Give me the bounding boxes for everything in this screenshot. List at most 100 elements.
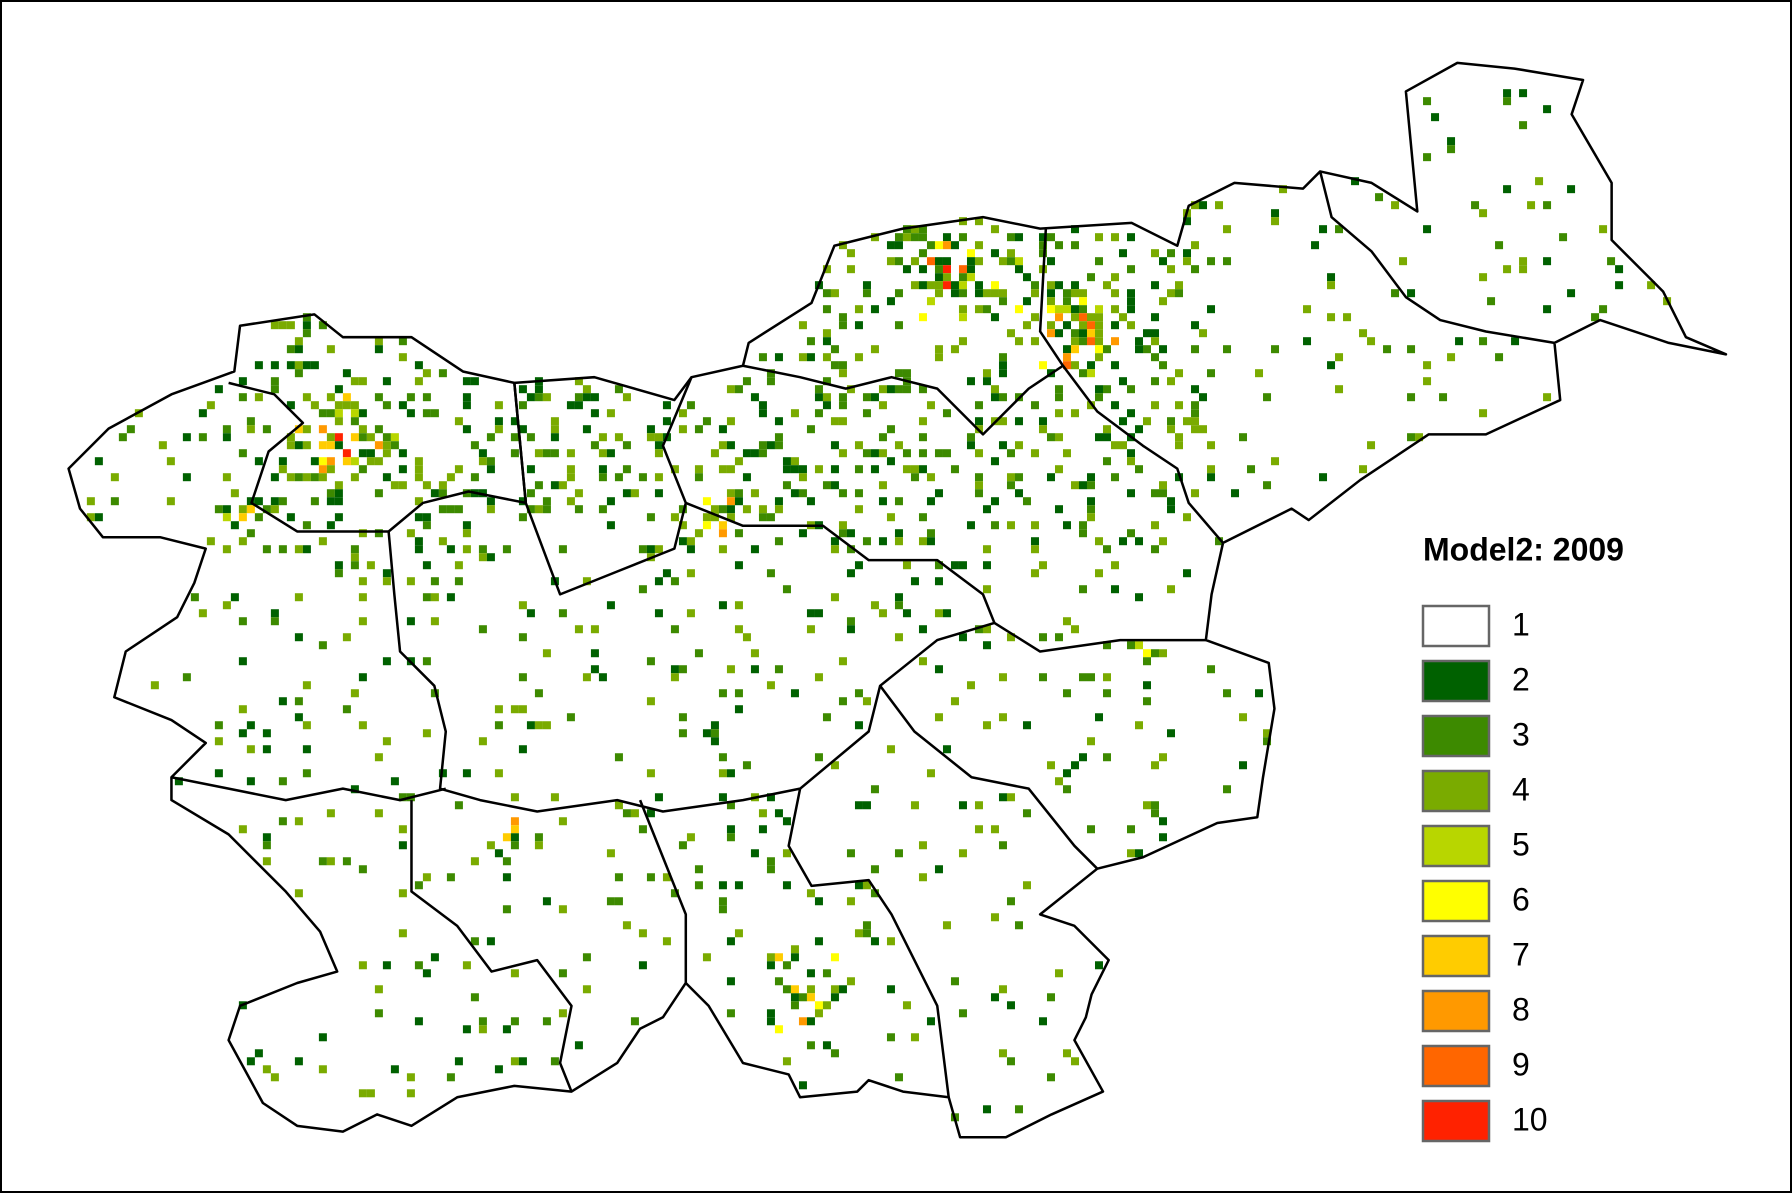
map-cell [518, 513, 527, 522]
map-cell [1359, 329, 1368, 338]
map-cell [454, 1057, 463, 1066]
map-cell [886, 513, 895, 522]
map-cell [1006, 233, 1015, 242]
map-cell [742, 449, 751, 458]
map-cell [750, 393, 759, 402]
region-border [513, 376, 693, 596]
map-cell [934, 353, 943, 362]
map-cell [926, 769, 935, 778]
map-cell [1070, 1057, 1079, 1066]
map-cell [414, 457, 423, 466]
map-cell [942, 609, 951, 618]
map-cell [886, 457, 895, 466]
map-cell [854, 505, 863, 514]
map-cell [606, 449, 615, 458]
map-cell [1159, 489, 1168, 498]
map-cell [254, 393, 263, 402]
map-cell [734, 881, 743, 890]
map-cell [710, 737, 719, 746]
map-cell [750, 449, 759, 458]
map-cell [342, 857, 351, 866]
map-cell [1006, 257, 1015, 266]
map-cell [1175, 441, 1184, 450]
map-cell [582, 385, 591, 394]
map-cell [262, 1065, 271, 1074]
map-cell [1183, 569, 1192, 578]
map-cell [446, 473, 455, 482]
map-cell [526, 465, 535, 474]
map-cell [766, 865, 775, 874]
map-cell [246, 505, 255, 514]
map-cell [462, 545, 471, 554]
map-cell [342, 457, 351, 466]
map-cell [254, 457, 263, 466]
legend-swatch [1421, 879, 1491, 923]
map-cell [718, 601, 727, 610]
map-cell [974, 417, 983, 426]
map-cell [918, 385, 927, 394]
map-cell [830, 993, 839, 1002]
map-cell [934, 281, 943, 290]
map-cell [246, 777, 255, 786]
legend-swatch [1421, 989, 1491, 1033]
map-cell [1110, 273, 1119, 282]
map-cell [582, 425, 591, 434]
map-cell [774, 537, 783, 546]
map-cell [894, 601, 903, 610]
map-cell [1567, 289, 1576, 298]
map-cell [910, 577, 919, 586]
map-cell [1263, 393, 1272, 402]
map-cell [438, 537, 447, 546]
map-cell [550, 481, 559, 490]
map-cell [1062, 361, 1071, 370]
map-cell [278, 817, 287, 826]
map-cell [1191, 321, 1200, 330]
map-cell [494, 705, 503, 714]
map-cell [926, 497, 935, 506]
map-cell [238, 825, 247, 834]
map-cell [606, 521, 615, 530]
map-cell [1038, 673, 1047, 682]
map-cell [510, 1017, 519, 1026]
map-cell [1327, 273, 1336, 282]
map-cell [278, 777, 287, 786]
map-cell [670, 625, 679, 634]
map-cell [1367, 337, 1376, 346]
map-cell [1038, 425, 1047, 434]
map-cell [646, 657, 655, 666]
map-cell [486, 937, 495, 946]
map-cell [350, 785, 359, 794]
map-cell [318, 457, 327, 466]
map-cell [1062, 321, 1071, 330]
map-cell [454, 801, 463, 810]
map-cell [726, 497, 735, 506]
map-cell [294, 345, 303, 354]
map-cell [934, 713, 943, 722]
map-cell [934, 289, 943, 298]
map-cell [974, 281, 983, 290]
map-cell [918, 513, 927, 522]
map-cell [654, 433, 663, 442]
map-cell [822, 401, 831, 410]
map-cell [990, 225, 999, 234]
map-cell [894, 529, 903, 538]
map-cell [318, 537, 327, 546]
map-cell [414, 1017, 423, 1026]
map-cell [414, 881, 423, 890]
map-cell [1543, 201, 1552, 210]
map-cell [1215, 201, 1224, 210]
map-cell [1343, 313, 1352, 322]
map-cell [910, 465, 919, 474]
map-cell [446, 545, 455, 554]
map-cell [270, 609, 279, 618]
map-cell [734, 929, 743, 938]
map-cell [1094, 537, 1103, 546]
map-cell [830, 593, 839, 602]
map-cell [822, 393, 831, 402]
map-cell [846, 545, 855, 554]
map-cell [726, 1009, 735, 1018]
map-cell [1327, 281, 1336, 290]
map-cell [566, 465, 575, 474]
map-cell [974, 825, 983, 834]
